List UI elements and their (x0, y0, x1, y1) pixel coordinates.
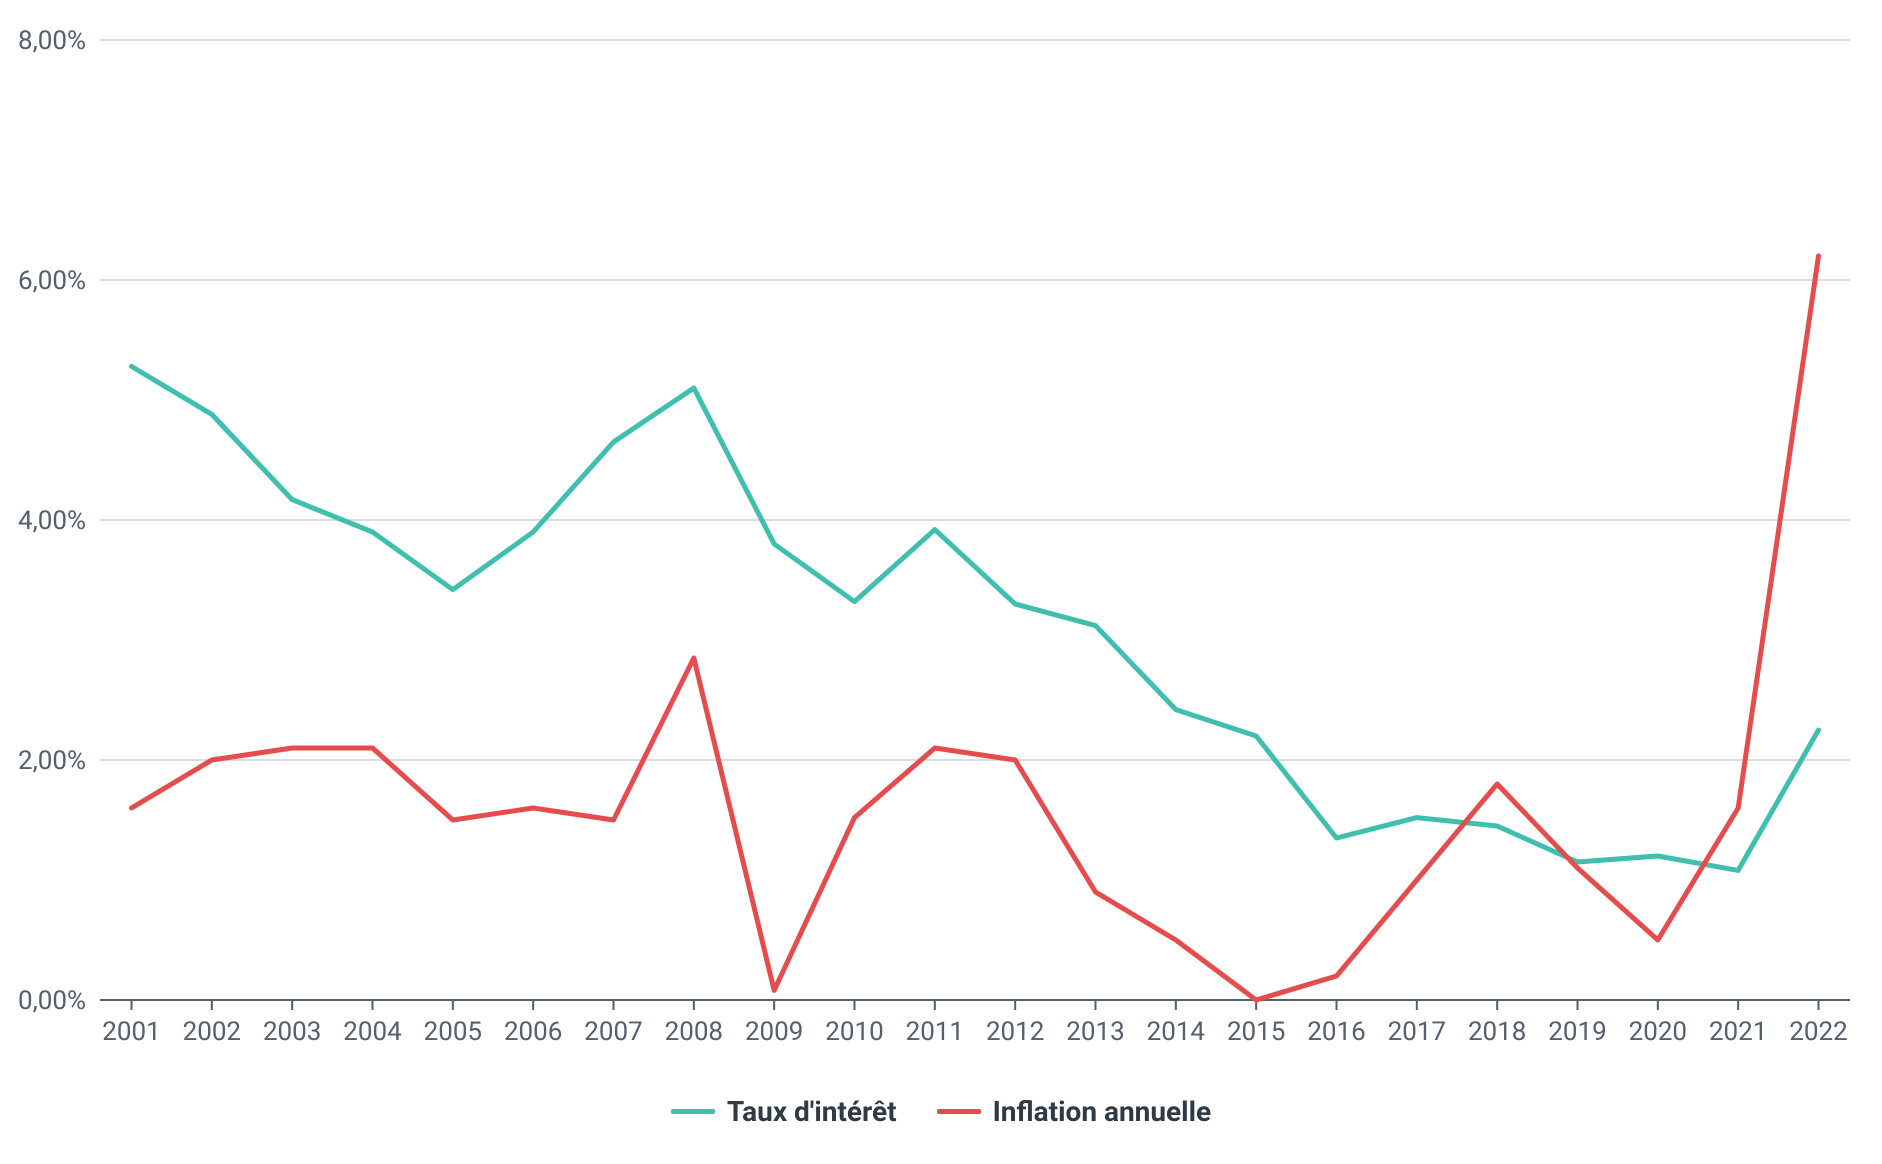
y-tick-label: 4,00% (18, 506, 86, 536)
x-tick-label: 2021 (1709, 1017, 1767, 1047)
x-tick-label: 2005 (424, 1017, 482, 1047)
legend-item-inflation_annuelle[interactable]: Inflation annuelle (937, 1095, 1212, 1128)
x-tick-label: 2017 (1388, 1017, 1446, 1047)
x-tick-label: 2008 (665, 1017, 723, 1047)
x-tick-label: 2010 (825, 1017, 883, 1047)
y-tick-label: 8,00% (18, 26, 86, 56)
y-tick-label: 0,00% (18, 986, 86, 1016)
legend-item-taux_interet[interactable]: Taux d'intérêt (671, 1095, 897, 1128)
chart-legend: Taux d'intérêt Inflation annuelle (0, 1095, 1882, 1128)
x-tick-label: 2015 (1227, 1017, 1285, 1047)
x-tick-label: 2019 (1548, 1017, 1606, 1047)
x-tick-label: 2007 (584, 1017, 642, 1047)
line-chart: 0,00% 2,00% 4,00% 6,00% 8,00% 2001 2002 2003 200… (0, 0, 1882, 1164)
x-tick-label: 2004 (343, 1017, 402, 1047)
legend-label-taux_interet: Taux d'intérêt (727, 1095, 897, 1128)
x-tick-label: 2016 (1307, 1017, 1365, 1047)
x-tick-label: 2006 (504, 1017, 562, 1047)
chart-svg: 0,00% 2,00% 4,00% 6,00% 8,00% 2001 2002 2003 200… (0, 0, 1882, 1164)
x-tick-label: 2018 (1468, 1017, 1526, 1047)
chart-bg (0, 0, 1882, 1164)
legend-swatch-inflation_annuelle (937, 1109, 981, 1114)
legend-label-inflation_annuelle: Inflation annuelle (993, 1095, 1212, 1128)
x-tick-label: 2002 (183, 1017, 241, 1047)
x-tick-label: 2003 (263, 1017, 321, 1047)
x-tick-label: 2001 (102, 1017, 160, 1047)
x-tick-label: 2011 (906, 1017, 964, 1047)
y-tick-label: 6,00% (18, 266, 86, 296)
y-tick-label: 2,00% (18, 746, 86, 776)
x-tick-label: 2013 (1066, 1017, 1124, 1047)
x-tick-label: 2022 (1789, 1017, 1847, 1047)
x-tick-label: 2009 (745, 1017, 803, 1047)
x-tick-label: 2020 (1629, 1017, 1687, 1047)
legend-swatch-taux_interet (671, 1109, 715, 1114)
x-tick-label: 2014 (1147, 1017, 1206, 1047)
x-tick-label: 2012 (986, 1017, 1044, 1047)
